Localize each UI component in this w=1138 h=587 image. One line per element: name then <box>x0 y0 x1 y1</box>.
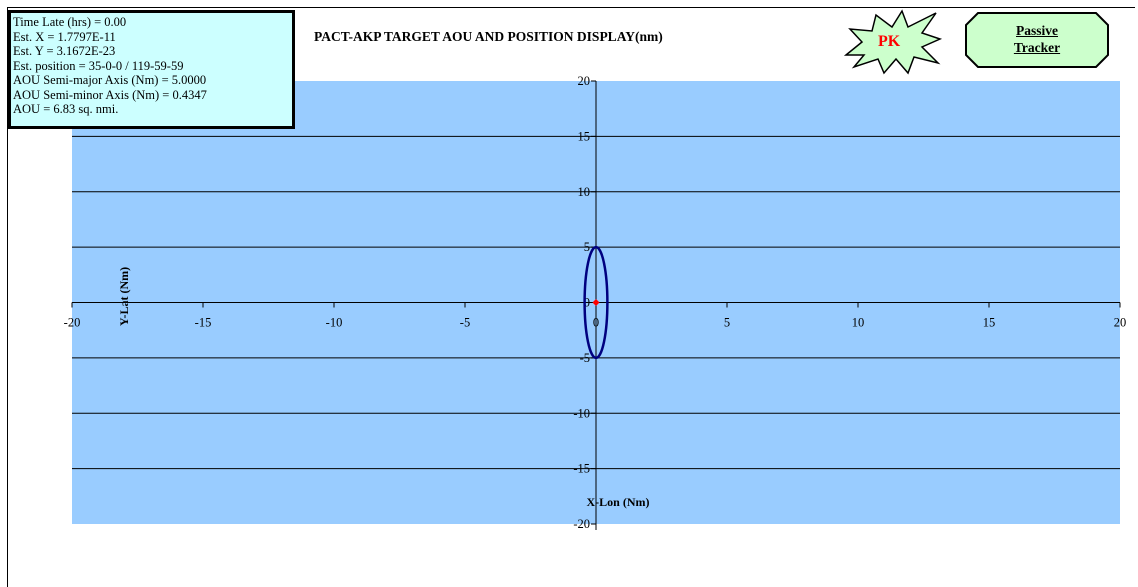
info-aou-area: AOU = 6.83 sq. nmi. <box>13 102 119 116</box>
x-tick-label-5: 5 <box>724 316 730 330</box>
x-tick-label-15: 15 <box>983 316 996 330</box>
estimate-info-panel: Time Late (hrs) = 0.00 Est. X = 1.7797E-… <box>8 10 295 129</box>
info-est-position: Est. position = 35-0-0 / 119-59-59 <box>13 58 184 73</box>
y-tick-label-5: 5 <box>584 240 590 254</box>
y-tick-label--10: -10 <box>573 406 590 420</box>
target-position-point <box>592 299 600 306</box>
chart-title: PACT-AKP TARGET AOU AND POSITION DISPLAY… <box>314 29 663 44</box>
info-time-late: Time Late (hrs) = 0.00 <box>13 15 127 29</box>
y-tick-labels: 20 15 10 5 0 -5 -10 -15 -20 <box>573 74 590 531</box>
passive-tracker-line1: Passive <box>1016 23 1058 38</box>
data-marks <box>583 245 609 360</box>
x-tick-label--5: -5 <box>460 316 470 330</box>
y-tick-label--5: -5 <box>580 351 590 365</box>
y-tick-label-10: 10 <box>578 185 591 199</box>
x-tick-label--15: -15 <box>195 316 212 330</box>
passive-tracker-label[interactable]: Passive Tracker <box>964 22 1110 56</box>
y-tick-label-15: 15 <box>578 129 591 143</box>
x-tick-labels: -20 -15 -10 -5 0 5 10 15 20 <box>64 316 1127 330</box>
y-axis-title: Y-Lat (Nm) <box>117 267 131 326</box>
info-est-x: Est. X = 1.7797E-11 <box>13 29 116 44</box>
aou-ellipse <box>583 245 609 360</box>
info-semi-minor: AOU Semi-minor Axis (Nm) = 0.4347 <box>13 87 207 102</box>
x-tick-label--10: -10 <box>326 316 343 330</box>
x-tick-label-0: 0 <box>593 316 599 330</box>
pk-burst-icon <box>842 9 944 76</box>
passive-tracker-line2: Tracker <box>1013 40 1061 55</box>
x-tick-label-10: 10 <box>852 316 865 330</box>
pk-badge-label: PK <box>878 33 901 50</box>
y-tick-label-20: 20 <box>578 74 591 88</box>
chart-frame <box>7 7 1135 587</box>
passive-tracker-button[interactable] <box>964 11 1110 69</box>
info-semi-major: AOU Semi-major Axis (Nm) = 5.0000 <box>13 73 207 87</box>
info-est-y: Est. Y = 3.1672E-23 <box>13 44 116 58</box>
x-tick-label--20: -20 <box>64 316 81 330</box>
y-tick-label--20: -20 <box>573 517 590 531</box>
aou-chart: -20 -15 -10 -5 0 5 10 15 20 20151050-5-10-15-20 … <box>64 74 1127 531</box>
y-tick-label--15: -15 <box>573 462 590 476</box>
y-tick-label-0: 0 <box>584 296 590 310</box>
x-axis-title: X-Lon (Nm) <box>587 495 650 509</box>
x-tick-label-20: 20 <box>1114 316 1127 330</box>
